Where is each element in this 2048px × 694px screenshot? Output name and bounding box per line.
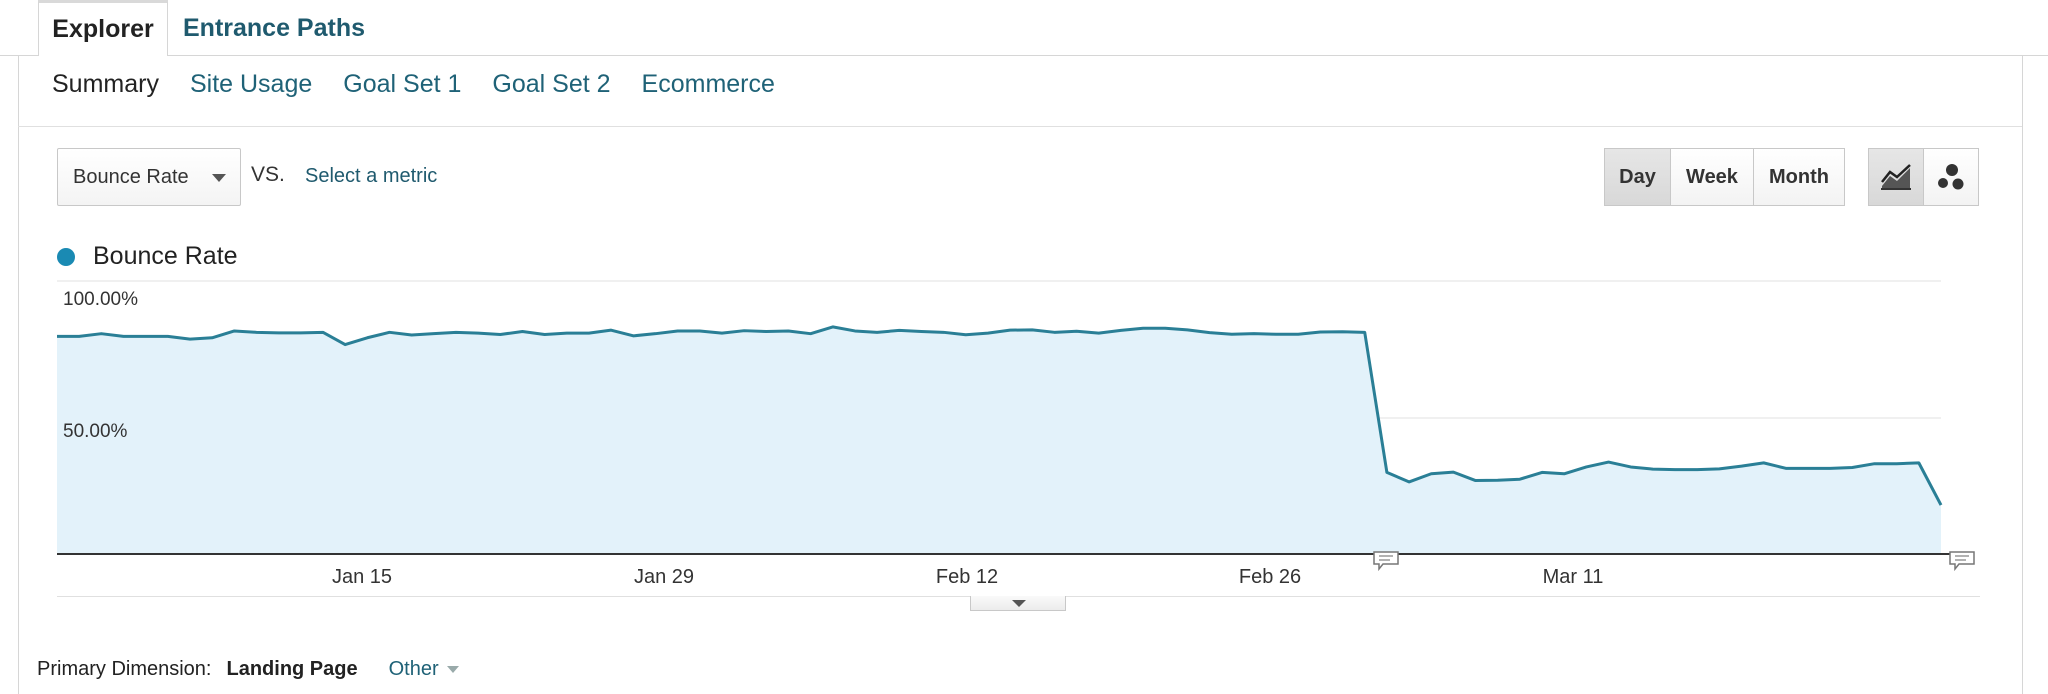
chart-type-toggle xyxy=(1868,148,1979,206)
chevron-down-icon xyxy=(446,666,459,674)
y-tick-label: 50.00% xyxy=(63,421,128,442)
other-dimension-dropdown[interactable]: Other xyxy=(389,658,459,681)
area-fill xyxy=(57,326,1941,554)
chevron-down-icon xyxy=(1012,600,1026,607)
motion-chart-button[interactable] xyxy=(1923,148,1979,206)
legend-dot xyxy=(57,247,75,266)
legend-label: Bounce Rate xyxy=(93,242,238,270)
bounce-rate-chart: 100.00% 50.00% Jan 15 Jan 29 Feb 12 Feb 26 Mar… xyxy=(57,280,1975,588)
tab-explorer[interactable]: Explorer xyxy=(38,0,168,56)
x-tick-label: Mar 11 xyxy=(1543,566,1604,588)
metric-dropdown-label: Bounce Rate xyxy=(73,165,189,188)
period-day-button[interactable]: Day xyxy=(1604,148,1671,206)
select-metric-link[interactable]: Select a metric xyxy=(305,165,438,187)
annotation-icon[interactable] xyxy=(1373,551,1399,572)
chart-legend: Bounce Rate xyxy=(57,242,238,271)
annotation-icon[interactable] xyxy=(1949,551,1975,572)
y-tick-label: 100.00% xyxy=(63,289,138,310)
x-tick-label: Feb 26 xyxy=(1239,566,1301,588)
x-tick-label: Feb 12 xyxy=(936,566,998,588)
line-chart-button[interactable] xyxy=(1868,148,1924,206)
x-tick-label: Jan 29 xyxy=(634,566,694,588)
period-week-button[interactable]: Week xyxy=(1670,148,1754,206)
period-toggle: Day Week Month xyxy=(1604,148,1845,206)
chart-expand-toggle[interactable] xyxy=(970,596,1066,611)
line-chart-icon xyxy=(1881,164,1911,190)
metric-dropdown[interactable]: Bounce Rate xyxy=(57,148,241,206)
motion-chart-icon xyxy=(1938,164,1964,190)
x-tick-label: Jan 15 xyxy=(332,566,392,588)
subnav-goal-set-2[interactable]: Goal Set 2 xyxy=(492,70,611,98)
primary-dimension-bar: Primary Dimension: Landing Page Other xyxy=(37,658,459,681)
subnav-summary[interactable]: Summary xyxy=(52,70,159,98)
period-month-button[interactable]: Month xyxy=(1753,148,1845,206)
primary-dimension-value: Landing Page xyxy=(226,658,358,680)
subnav: Summary Site Usage Goal Set 1 Goal Set 2… xyxy=(52,70,806,99)
subnav-divider xyxy=(18,126,2022,127)
subnav-goal-set-1[interactable]: Goal Set 1 xyxy=(343,70,462,98)
vs-label: VS. xyxy=(251,163,285,186)
other-label: Other xyxy=(388,658,439,680)
tab-entrance-paths[interactable]: Entrance Paths xyxy=(183,13,366,42)
subnav-site-usage[interactable]: Site Usage xyxy=(189,70,313,98)
series-line xyxy=(57,325,1943,506)
chevron-down-icon xyxy=(212,174,226,182)
subnav-ecommerce[interactable]: Ecommerce xyxy=(641,70,775,98)
primary-dimension-label: Primary Dimension: xyxy=(37,658,212,680)
